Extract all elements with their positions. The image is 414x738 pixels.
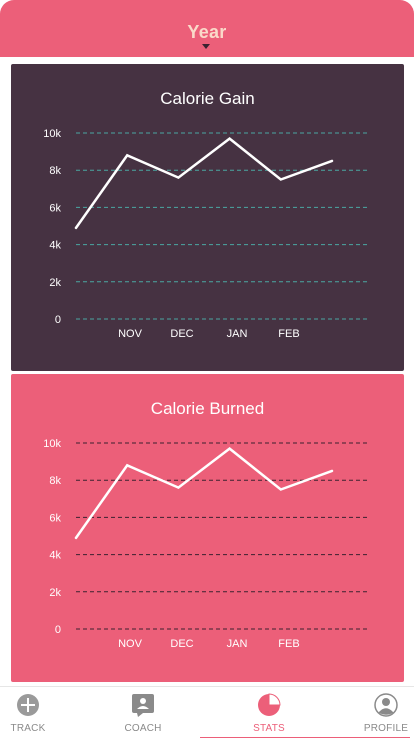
y-tick-label: 8k (49, 475, 61, 487)
y-tick-label: 6k (49, 202, 61, 214)
y-tick-label: 2k (49, 587, 61, 599)
top-header: Year (0, 0, 414, 57)
tab-label: TRACK (10, 723, 46, 734)
caret-down-icon[interactable] (202, 44, 210, 49)
tab-track[interactable]: TRACK (0, 687, 56, 738)
y-tick-label: 0 (55, 624, 61, 636)
calorie-gain-card: Calorie Gain 10k 8k 6k 4k 2k 0 NOV DEC JAN FEB (11, 64, 404, 371)
x-tick-label: DEC (170, 638, 193, 650)
tab-label: COACH (124, 723, 162, 734)
x-tick-label: FEB (278, 328, 299, 340)
tab-label: STATS (253, 723, 285, 734)
x-tick-label: JAN (227, 328, 248, 340)
calorie-burned-card: Calorie Burned 10k 8k 6k 4k 2k 0 NOV DEC JAN FEB (11, 374, 404, 682)
user-icon (374, 693, 398, 717)
chart-title: Calorie Gain (160, 89, 255, 108)
y-tick-label: 8k (49, 165, 61, 177)
pie-chart-icon (258, 693, 281, 716)
bottom-tab-bar: TRACK COACH STATS PROFILE (0, 686, 414, 738)
y-tick-label: 10k (43, 438, 61, 450)
y-tick-label: 10k (43, 128, 61, 140)
x-tick-label: NOV (118, 638, 143, 650)
tab-stats[interactable]: STATS (238, 687, 300, 738)
x-tick-label: JAN (227, 638, 248, 650)
x-tick-label: NOV (118, 328, 143, 340)
series-line (74, 447, 334, 540)
calorie-burned-chart: 10k 8k 6k 4k 2k 0 NOV DEC JAN FEB (43, 438, 367, 650)
tab-coach[interactable]: COACH (110, 687, 176, 738)
tab-profile[interactable]: PROFILE (358, 687, 414, 738)
chart-title: Calorie Burned (150, 399, 265, 418)
x-tick-label: FEB (278, 638, 299, 650)
x-tick-label: DEC (170, 328, 193, 340)
period-selector[interactable]: Year (187, 22, 227, 42)
y-tick-label: 2k (49, 277, 61, 289)
series-line (74, 137, 334, 230)
y-tick-label: 4k (49, 240, 61, 252)
chat-icon (132, 694, 154, 717)
y-tick-label: 4k (49, 550, 61, 562)
plus-circle-icon (17, 694, 39, 716)
calorie-gain-chart: 10k 8k 6k 4k 2k 0 NOV DEC JAN FEB (43, 128, 367, 340)
y-tick-label: 6k (49, 512, 61, 524)
tab-label: PROFILE (363, 723, 409, 734)
y-tick-label: 0 (55, 314, 61, 326)
